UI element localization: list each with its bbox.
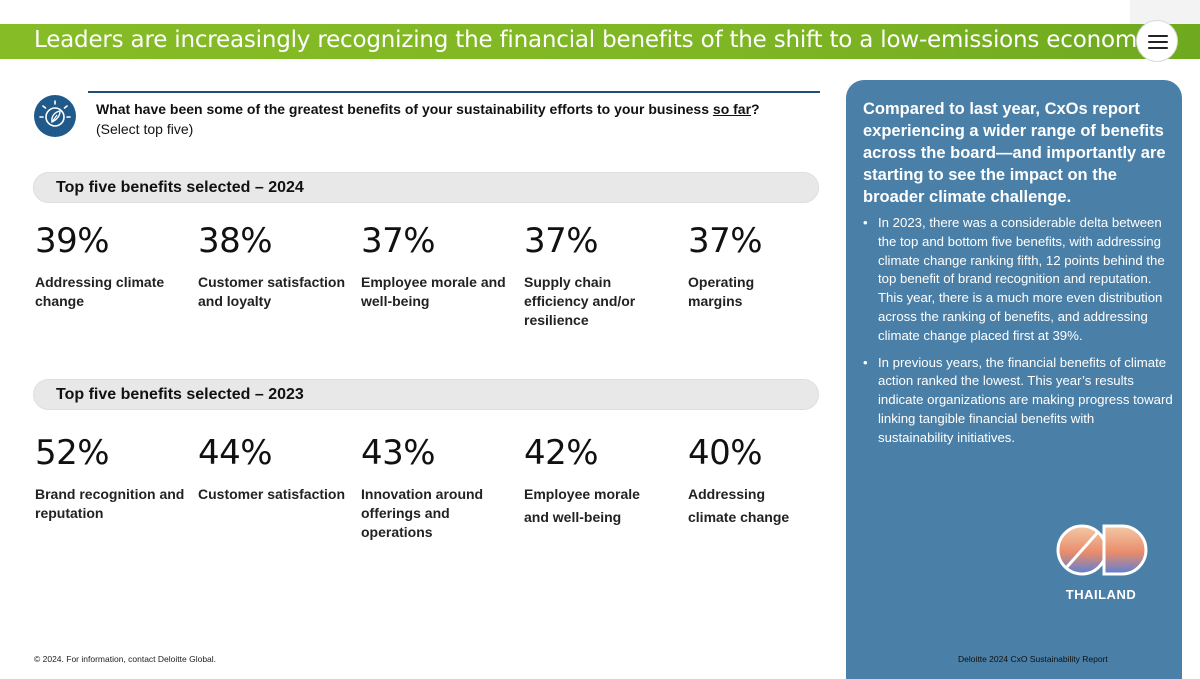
insight-bullets: In 2023, there was a considerable delta … bbox=[863, 214, 1173, 456]
stat-value: 44% bbox=[198, 433, 273, 473]
stat-2023-2: 44% Customer satisfaction bbox=[198, 436, 348, 504]
stat-value: 37% bbox=[688, 221, 763, 261]
stat-value: 43% bbox=[361, 433, 436, 473]
footer-copyright: © 2024. For information, contact Deloitt… bbox=[34, 654, 217, 664]
menu-line bbox=[1148, 41, 1168, 43]
stat-label: Addressing climate change bbox=[35, 274, 165, 309]
question-note: (Select top five) bbox=[96, 121, 194, 137]
sd-thailand-logo bbox=[1052, 520, 1148, 604]
stat-2024-5: 37% Operating margins bbox=[688, 224, 798, 311]
stat-label: Supply chain efficiency and/or resilienc… bbox=[524, 274, 636, 328]
stat-label: Employee morale and well-being bbox=[361, 274, 506, 309]
stat-label: Operating margins bbox=[688, 274, 755, 309]
insight-bullet: In previous years, the financial benefit… bbox=[863, 354, 1173, 448]
stat-2023-5: 40% Addressing climate change bbox=[688, 436, 798, 529]
insight-heading: Compared to last year, CxOs report exper… bbox=[863, 100, 1166, 206]
stat-2024-1: 39% Addressing climate change bbox=[35, 224, 185, 311]
menu-line bbox=[1148, 35, 1168, 37]
question-emphasis: so far bbox=[712, 101, 752, 117]
title-banner: Leaders are increasingly recognizing the… bbox=[0, 24, 1200, 59]
insight-bullet: In 2023, there was a considerable delta … bbox=[863, 214, 1173, 346]
stat-label: Employee morale and well-being bbox=[524, 486, 640, 525]
hamburger-menu-icon[interactable] bbox=[1136, 20, 1178, 62]
stat-value: 42% bbox=[524, 433, 599, 473]
stat-value: 39% bbox=[35, 221, 110, 261]
stat-value: 40% bbox=[688, 433, 763, 473]
stat-label: Addressing climate change bbox=[688, 486, 790, 525]
stat-value: 52% bbox=[35, 433, 110, 473]
section-heading-text: Top five benefits selected – 2023 bbox=[56, 386, 304, 403]
survey-question: What have been some of the greatest bene… bbox=[96, 101, 760, 117]
question-mark: ? bbox=[751, 101, 760, 117]
corner-shade bbox=[1130, 0, 1200, 24]
question-divider bbox=[88, 91, 820, 93]
leaf-lightbulb-icon bbox=[34, 95, 76, 137]
section-heading-text: Top five benefits selected – 2024 bbox=[56, 179, 304, 196]
stat-label: Customer satisfaction bbox=[198, 486, 346, 502]
footer-report-name: Deloitte 2024 CxO Sustainability Report bbox=[958, 654, 1108, 664]
stat-label: Innovation around offerings and operatio… bbox=[361, 486, 484, 540]
stat-2023-3: 43% Innovation around offerings and oper… bbox=[361, 436, 511, 542]
question-text: What have been some of the greatest bene… bbox=[96, 101, 713, 117]
stat-value: 37% bbox=[361, 221, 436, 261]
page-title: Leaders are increasingly recognizing the… bbox=[34, 27, 1151, 53]
stat-label: Brand recognition and reputation bbox=[35, 486, 185, 521]
stat-2023-1: 52% Brand recognition and reputation bbox=[35, 436, 185, 523]
stat-label: Customer satisfaction and loyalty bbox=[198, 274, 346, 309]
stat-value: 37% bbox=[524, 221, 599, 261]
stat-2024-2: 38% Customer satisfaction and loyalty bbox=[198, 224, 348, 311]
insight-panel: Compared to last year, CxOs report exper… bbox=[846, 80, 1182, 679]
logo-text: THAILAND bbox=[1065, 587, 1137, 602]
stat-value: 38% bbox=[198, 221, 273, 261]
section-heading-2023: Top five benefits selected – 2023 bbox=[33, 379, 819, 410]
menu-line bbox=[1148, 47, 1168, 49]
stat-2023-4: 42% Employee morale and well-being bbox=[524, 436, 654, 529]
stat-2024-3: 37% Employee morale and well-being bbox=[361, 224, 511, 311]
section-heading-2024: Top five benefits selected – 2024 bbox=[33, 172, 819, 203]
stat-2024-4: 37% Supply chain efficiency and/or resil… bbox=[524, 224, 674, 330]
